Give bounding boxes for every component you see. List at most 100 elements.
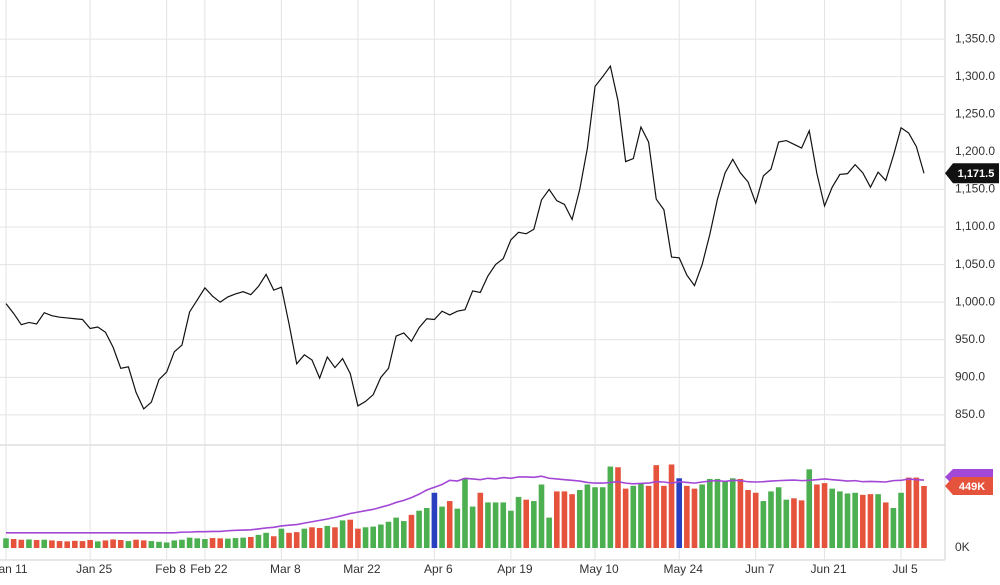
volume-bar <box>806 469 813 548</box>
volume-bar <box>783 499 790 548</box>
volume-bar <box>684 485 690 548</box>
last-volume-tag <box>945 477 993 496</box>
volume-bar <box>378 524 384 548</box>
x-tick-label: May 24 <box>664 562 704 576</box>
volume-bar <box>599 487 606 548</box>
volume-bar <box>607 466 614 548</box>
x-tick-label: Jun 21 <box>811 562 847 576</box>
volume-bar <box>592 487 598 548</box>
volume-bar <box>852 492 858 548</box>
x-tick-label: Jun 7 <box>745 562 775 576</box>
volume-bar <box>316 527 323 548</box>
volume-bar <box>10 539 17 548</box>
volume-bar <box>263 532 269 548</box>
x-tick-label: Feb 22 <box>190 562 228 576</box>
volume-bar <box>722 481 728 548</box>
volume-bar <box>18 539 25 548</box>
volume-bar <box>729 478 736 548</box>
volume-bar <box>699 484 705 548</box>
volume-bar <box>752 492 759 548</box>
volume-bar <box>576 490 583 548</box>
price-line <box>5 64 925 410</box>
volume-bar <box>546 517 552 548</box>
volume-bar <box>301 528 308 548</box>
volume-bar <box>775 487 782 548</box>
volume-bar <box>768 491 774 548</box>
volume-bar <box>921 486 927 548</box>
volume-bar <box>355 528 361 548</box>
x-tick-label: Jan 11 <box>0 562 28 576</box>
volume-bar <box>538 484 545 548</box>
volume-bar <box>454 508 461 548</box>
volume-bar <box>890 507 897 548</box>
volume-bar <box>401 521 407 548</box>
volume-bar <box>110 539 116 548</box>
y-tick-label: 1,150.0 <box>955 182 995 196</box>
x-tick-label: May 10 <box>579 562 619 576</box>
x-tick-label: Mar 8 <box>270 562 301 576</box>
volume-bar <box>385 521 392 548</box>
volume-bar <box>760 501 767 548</box>
volume-bar <box>393 517 399 548</box>
volume-bar <box>737 478 744 548</box>
x-tick-label: Apr 19 <box>497 562 533 576</box>
volume-bar <box>3 538 9 548</box>
volume-bar <box>293 532 300 548</box>
volume-bar <box>798 500 805 548</box>
volume-bar <box>882 502 889 548</box>
volume-bar <box>248 536 254 548</box>
volume-bar <box>408 514 415 548</box>
volume-bar <box>691 488 698 548</box>
volume-bar <box>362 527 369 548</box>
volume-bar <box>95 541 101 548</box>
volume-bar <box>202 539 208 548</box>
x-tick-label: Jul 5 <box>892 562 918 576</box>
x-tick-label: Jan 25 <box>76 562 112 576</box>
volume-bar <box>423 507 430 548</box>
volume-bar <box>531 501 537 548</box>
volume-bar <box>309 527 315 548</box>
volume-bar <box>156 541 162 548</box>
last-volume-label: 449K <box>959 481 985 493</box>
volume-bar <box>707 478 713 548</box>
volume-bar <box>469 506 476 548</box>
volume-bar <box>148 541 155 548</box>
volume-bar <box>286 532 292 548</box>
volume-bar <box>416 510 422 548</box>
volume-bar <box>905 477 912 548</box>
volume-bar <box>860 494 866 548</box>
volume-bar <box>278 528 285 548</box>
volume-bar <box>508 510 514 548</box>
volume-bar <box>117 539 124 548</box>
x-tick-label: Mar 22 <box>343 562 381 576</box>
volume-bar <box>615 467 621 548</box>
volume-bar <box>668 464 675 548</box>
volume-bar <box>186 537 193 548</box>
volume-bar <box>714 478 721 548</box>
volume-bar <box>87 539 93 548</box>
y-tick-label: 850.0 <box>955 407 985 421</box>
volume-bar <box>630 485 637 548</box>
volume-bar <box>821 483 828 548</box>
volume-bar <box>64 541 70 548</box>
volume-bar <box>446 501 453 548</box>
volume-bar <box>492 502 499 548</box>
y-tick-label: 900.0 <box>955 370 985 384</box>
volume-bar <box>462 478 468 548</box>
volume-bar <box>500 502 507 548</box>
volume-bar <box>209 538 216 548</box>
volume-bar <box>523 499 529 548</box>
volume-bar <box>72 540 78 548</box>
volume-bar <box>431 492 438 548</box>
volume-bar <box>140 540 147 548</box>
volume-bar <box>270 536 277 548</box>
y-tick-label: 0K <box>955 540 970 554</box>
volume-bar <box>814 484 820 548</box>
volume-bar <box>653 465 660 548</box>
volume-bar <box>676 478 682 548</box>
volume-bar <box>569 494 575 548</box>
last-price-label: 1,171.5 <box>958 168 995 180</box>
volume-bar <box>225 538 231 548</box>
y-tick-label: 1,100.0 <box>955 219 995 233</box>
